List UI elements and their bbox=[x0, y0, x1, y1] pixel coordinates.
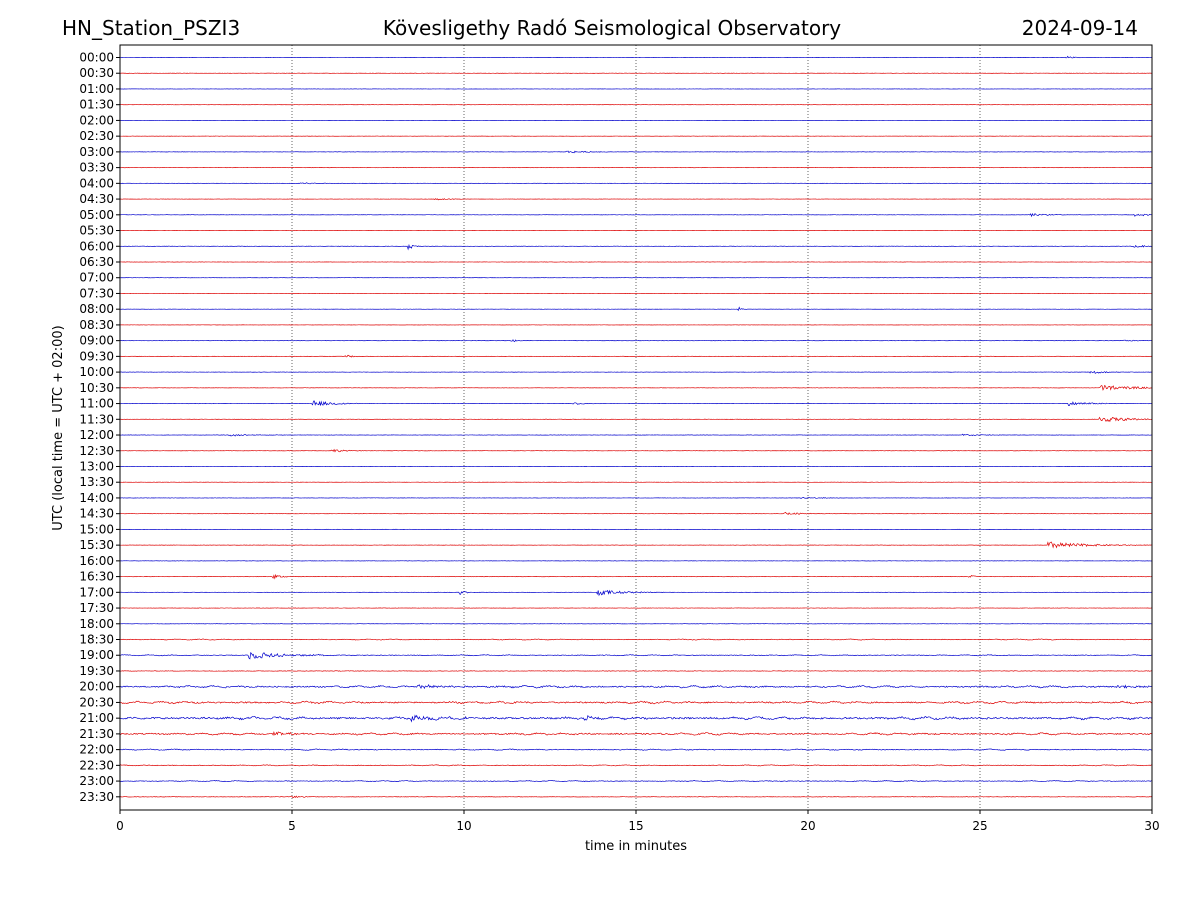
trace-1530 bbox=[119, 541, 1153, 549]
y-tick-label: 20:30 bbox=[79, 695, 114, 709]
x-tick-label: 30 bbox=[1144, 819, 1159, 833]
y-tick-label: 22:00 bbox=[79, 743, 114, 757]
y-tick-label: 00:00 bbox=[79, 51, 114, 65]
x-tick-label: 10 bbox=[456, 819, 471, 833]
vertical-grid bbox=[291, 45, 981, 810]
y-tick-label: 09:30 bbox=[79, 349, 114, 363]
y-tick-label: 13:30 bbox=[79, 475, 114, 489]
trace-2200 bbox=[119, 748, 1153, 751]
y-tick-label: 18:00 bbox=[79, 617, 114, 631]
y-axis-label: UTC (local time = UTC + 02:00) bbox=[51, 325, 66, 530]
station-name: HN_Station_PSZI3 bbox=[62, 16, 240, 40]
x-tick-labels: 0 5 10 15 20 25 30 bbox=[116, 810, 1160, 833]
y-tick-label: 23:00 bbox=[79, 774, 114, 788]
trace-1130 bbox=[119, 416, 1153, 423]
trace-2030 bbox=[119, 700, 1153, 705]
y-tick-label: 04:30 bbox=[79, 192, 114, 206]
x-tick-label: 25 bbox=[972, 819, 987, 833]
y-tick-label: 21:30 bbox=[79, 727, 114, 741]
y-tick-label: 03:00 bbox=[79, 145, 114, 159]
trace-1630 bbox=[119, 573, 1153, 580]
trace-1030 bbox=[119, 384, 1153, 391]
x-axis-label: time in minutes bbox=[585, 839, 687, 854]
trace-1100 bbox=[119, 400, 1153, 407]
y-tick-label: 02:30 bbox=[79, 129, 114, 143]
trace-1200 bbox=[119, 433, 1153, 437]
trace-0430 bbox=[119, 198, 1153, 201]
y-tick-label: 16:00 bbox=[79, 554, 114, 568]
x-tick-label: 5 bbox=[288, 819, 296, 833]
trace-1430 bbox=[119, 511, 1153, 515]
y-tick-label: 10:00 bbox=[79, 365, 114, 379]
trace-1230 bbox=[119, 448, 1153, 453]
y-tick-label: 13:00 bbox=[79, 459, 114, 473]
x-tick-label: 0 bbox=[116, 819, 124, 833]
y-tick-label: 06:00 bbox=[79, 239, 114, 253]
trace-0600 bbox=[119, 243, 1153, 251]
trace-1400 bbox=[119, 496, 1153, 499]
y-tick-label: 17:00 bbox=[79, 585, 114, 599]
x-tick-label: 20 bbox=[800, 819, 815, 833]
y-tick-label: 12:00 bbox=[79, 428, 114, 442]
trace-0400 bbox=[119, 182, 1153, 185]
y-tick-label: 02:00 bbox=[79, 113, 114, 127]
y-tick-label: 05:00 bbox=[79, 208, 114, 222]
y-tick-label: 20:00 bbox=[79, 680, 114, 694]
trace-0800 bbox=[119, 306, 1153, 312]
y-tick-label: 06:30 bbox=[79, 255, 114, 269]
y-tick-label: 01:30 bbox=[79, 98, 114, 112]
y-tick-label: 14:00 bbox=[79, 491, 114, 505]
trace-1930 bbox=[119, 670, 1153, 672]
y-tick-label: 01:00 bbox=[79, 82, 114, 96]
y-tick-label: 00:30 bbox=[79, 66, 114, 80]
y-tick-label: 08:00 bbox=[79, 302, 114, 316]
x-tick-label: 15 bbox=[628, 819, 643, 833]
trace-0000 bbox=[119, 55, 1153, 59]
y-tick-label: 11:30 bbox=[79, 412, 114, 426]
y-tick-label: 07:00 bbox=[79, 271, 114, 285]
trace-0900 bbox=[119, 339, 1153, 343]
y-tick-label: 14:30 bbox=[79, 507, 114, 521]
trace-0300 bbox=[119, 150, 1153, 154]
plot-frame bbox=[119, 44, 1153, 811]
y-tick-label: 08:30 bbox=[79, 318, 114, 332]
trace-2330 bbox=[119, 795, 1153, 799]
trace-2000 bbox=[119, 683, 1153, 690]
trace-0930 bbox=[119, 354, 1153, 358]
y-tick-label: 18:30 bbox=[79, 633, 114, 647]
trace-2230 bbox=[119, 764, 1153, 767]
trace-0500 bbox=[119, 212, 1153, 218]
y-tick-label: 23:30 bbox=[79, 790, 114, 804]
trace-2300 bbox=[119, 780, 1153, 783]
y-tick-label: 17:30 bbox=[79, 601, 114, 615]
y-tick-label: 21:00 bbox=[79, 711, 114, 725]
y-tick-label: 19:30 bbox=[79, 664, 114, 678]
y-tick-label: 10:30 bbox=[79, 381, 114, 395]
trace-1830 bbox=[119, 638, 1153, 641]
trace-1700 bbox=[119, 589, 1153, 597]
y-tick-label: 05:30 bbox=[79, 224, 114, 238]
y-tick-label: 11:00 bbox=[79, 397, 114, 411]
y-tick-label: 03:30 bbox=[79, 161, 114, 175]
seismogram-traces bbox=[119, 55, 1153, 799]
y-tick-label: 07:30 bbox=[79, 286, 114, 300]
trace-1000 bbox=[119, 370, 1153, 374]
y-tick-label: 12:30 bbox=[79, 444, 114, 458]
y-tick-label: 22:30 bbox=[79, 758, 114, 772]
y-tick-label: 15:00 bbox=[79, 522, 114, 536]
y-tick-label: 09:00 bbox=[79, 334, 114, 348]
trace-2130 bbox=[119, 730, 1153, 736]
trace-2100 bbox=[119, 714, 1153, 723]
chart-date: 2024-09-14 bbox=[1022, 16, 1138, 40]
trace-1900 bbox=[119, 652, 1153, 660]
y-tick-label: 19:00 bbox=[79, 648, 114, 662]
y-tick-label: 16:30 bbox=[79, 570, 114, 584]
y-tick-label: 15:30 bbox=[79, 538, 114, 552]
observatory-title: Kövesligethy Radó Seismological Observat… bbox=[383, 16, 841, 40]
y-tick-label: 04:00 bbox=[79, 176, 114, 190]
